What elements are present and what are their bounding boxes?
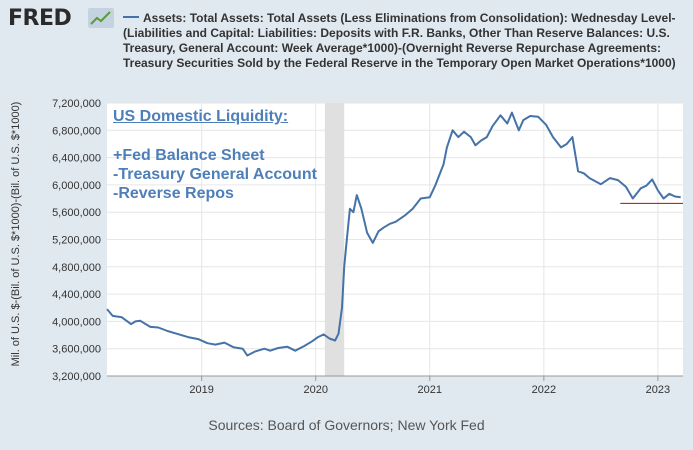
legend: Assets: Total Assets: Total Assets (Less… xyxy=(123,11,688,71)
legend-swatch xyxy=(123,16,139,19)
x-tick-label: 2022 xyxy=(532,384,556,396)
y-tick-label: 4,000,000 xyxy=(52,316,101,328)
recession-band xyxy=(324,103,345,376)
chart-line-icon xyxy=(88,8,114,28)
y-tick-label: 6,800,000 xyxy=(52,125,101,137)
y-tick-label: 6,000,000 xyxy=(52,180,101,192)
chart-header: FRED Assets: Total Assets: Total Assets … xyxy=(0,0,693,100)
series-line xyxy=(106,111,681,357)
fred-logo: FRED xyxy=(8,6,72,31)
x-tick-label: 2020 xyxy=(303,384,327,396)
y-tick-label: 5,600,000 xyxy=(52,207,101,219)
y-tick-label: 3,600,000 xyxy=(52,344,101,356)
annotation-title: US Domestic Liquidity: xyxy=(113,108,289,125)
y-tick-label: 7,200,000 xyxy=(52,98,101,110)
y-tick-label: 5,200,000 xyxy=(52,235,101,247)
y-tick-label: 3,200,000 xyxy=(52,371,101,383)
legend-label: Assets: Total Assets: Total Assets (Less… xyxy=(123,11,676,70)
y-tick-label: 4,400,000 xyxy=(52,289,101,301)
y-tick-label: 4,800,000 xyxy=(52,262,101,274)
annotation-line-2: -Treasury General Account xyxy=(113,166,317,183)
x-tick-label: 2019 xyxy=(189,384,213,396)
annotation-line-1: +Fed Balance Sheet xyxy=(113,147,265,164)
sources-note: Sources: Board of Governors; New York Fe… xyxy=(208,417,485,433)
x-tick-label: 2023 xyxy=(646,384,670,396)
annotation-line-3: -Reverse Repos xyxy=(113,185,234,202)
y-tick-label: 6,400,000 xyxy=(52,153,101,165)
x-tick-label: 2021 xyxy=(418,384,442,396)
